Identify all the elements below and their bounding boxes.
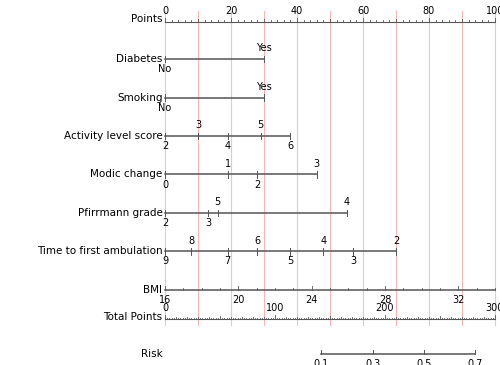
Text: 0: 0 [162, 303, 168, 313]
Text: 2: 2 [393, 235, 399, 246]
Text: No: No [158, 64, 172, 74]
Text: 20: 20 [232, 295, 244, 305]
Text: 6: 6 [288, 141, 294, 151]
Text: 0: 0 [162, 6, 168, 16]
Text: 20: 20 [225, 6, 237, 16]
Text: 2: 2 [162, 218, 168, 228]
Text: Activity level score: Activity level score [64, 131, 162, 141]
Text: 100: 100 [486, 6, 500, 16]
Text: 0.5: 0.5 [416, 359, 432, 365]
Text: 8: 8 [188, 235, 194, 246]
Text: BMI: BMI [144, 285, 163, 295]
Text: Yes: Yes [256, 82, 272, 92]
Text: 2: 2 [162, 141, 168, 151]
Text: 3: 3 [195, 120, 201, 130]
Text: 6: 6 [254, 235, 260, 246]
Text: 2: 2 [254, 180, 260, 190]
Text: 32: 32 [452, 295, 464, 305]
Text: 0.3: 0.3 [365, 359, 380, 365]
Text: 5: 5 [214, 197, 221, 207]
Text: 200: 200 [376, 303, 394, 313]
Text: 40: 40 [291, 6, 303, 16]
Text: 4: 4 [224, 141, 231, 151]
Text: 4: 4 [320, 235, 326, 246]
Text: 1: 1 [224, 159, 231, 169]
Text: 3: 3 [205, 218, 211, 228]
Text: 28: 28 [379, 295, 391, 305]
Text: Risk: Risk [141, 349, 163, 359]
Text: Yes: Yes [256, 43, 272, 53]
Text: No: No [158, 103, 172, 113]
Text: 300: 300 [486, 303, 500, 313]
Text: 100: 100 [266, 303, 284, 313]
Text: 3: 3 [350, 257, 356, 266]
Text: Points: Points [131, 14, 162, 24]
Text: 5: 5 [258, 120, 264, 130]
Text: Time to first ambulation: Time to first ambulation [37, 246, 162, 256]
Text: 60: 60 [357, 6, 369, 16]
Text: 4: 4 [344, 197, 349, 207]
Text: 80: 80 [423, 6, 435, 16]
Text: 24: 24 [306, 295, 318, 305]
Text: 0: 0 [162, 180, 168, 190]
Text: Modic change: Modic change [90, 169, 162, 180]
Text: 7: 7 [224, 257, 231, 266]
Text: Total Points: Total Points [104, 312, 162, 322]
Text: 0.1: 0.1 [314, 359, 329, 365]
Text: Smoking: Smoking [117, 93, 162, 103]
Text: Diabetes: Diabetes [116, 54, 162, 64]
Text: 9: 9 [162, 257, 168, 266]
Text: 5: 5 [288, 257, 294, 266]
Text: 3: 3 [314, 159, 320, 169]
Text: 0.7: 0.7 [468, 359, 483, 365]
Text: Pfirrmann grade: Pfirrmann grade [78, 208, 162, 218]
Text: 16: 16 [159, 295, 171, 305]
